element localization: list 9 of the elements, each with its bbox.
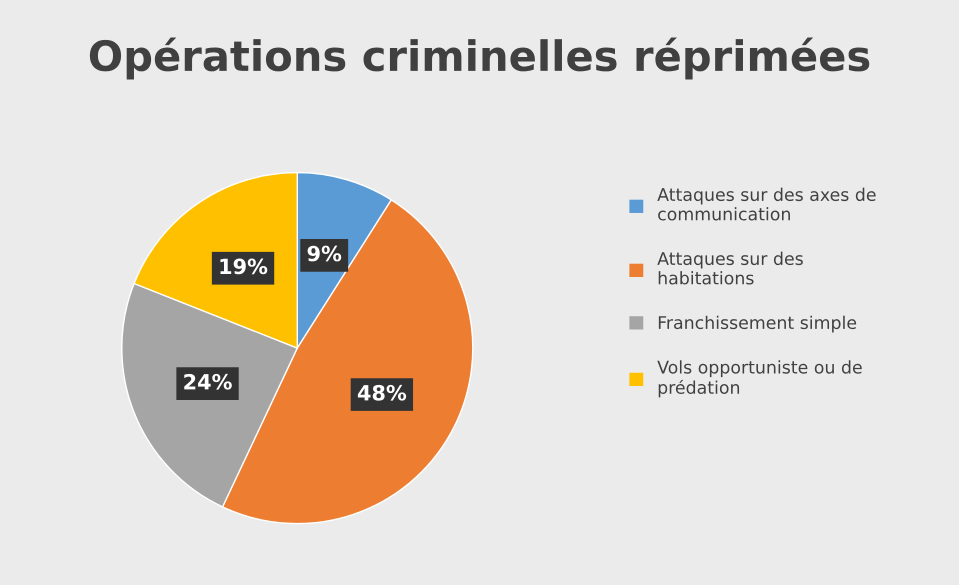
legend-label: Attaques sur des axes de communication xyxy=(657,188,876,221)
data-label: 9% xyxy=(308,246,342,262)
data-label: 48% xyxy=(358,384,406,401)
legend-label: Attaques sur des habitations xyxy=(657,252,803,285)
data-label: 24% xyxy=(184,374,232,390)
legend-label: Vols opportuniste ou de prédation xyxy=(657,360,862,398)
data-label: 19% xyxy=(220,258,268,274)
chart-title: Opérations criminelles réprimées xyxy=(90,38,870,80)
legend-label: Franchissement simple xyxy=(658,316,856,332)
